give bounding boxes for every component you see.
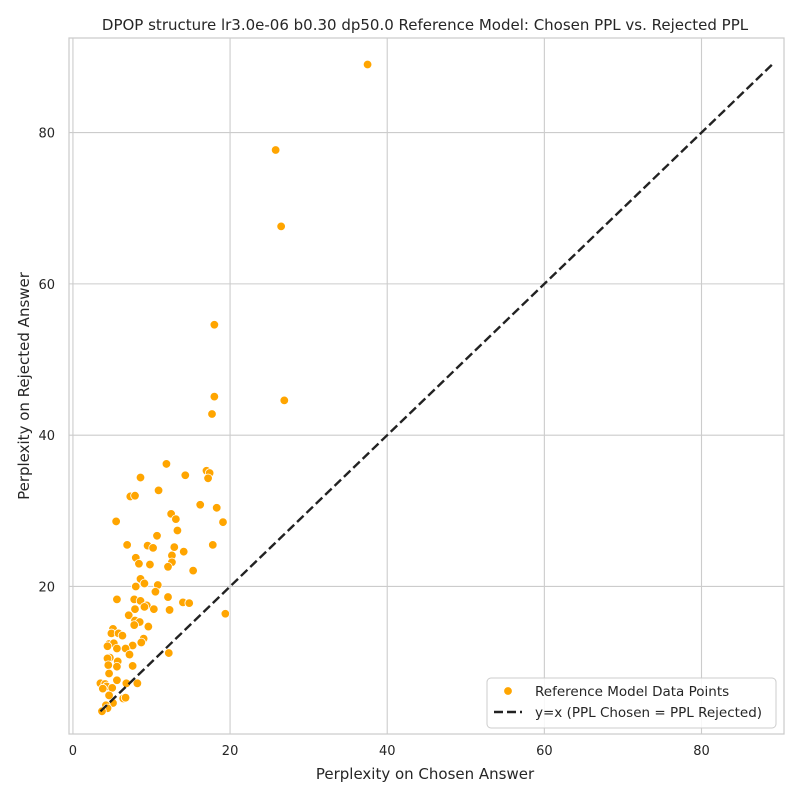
data-point bbox=[145, 559, 155, 570]
data-point bbox=[131, 581, 141, 592]
data-point bbox=[209, 320, 220, 330]
data-point bbox=[98, 683, 108, 694]
data-point bbox=[279, 395, 289, 406]
data-point bbox=[124, 649, 135, 660]
data-point bbox=[153, 485, 164, 496]
legend: Reference Model Data Points y=x (PPL Cho… bbox=[486, 677, 777, 729]
data-point bbox=[208, 540, 218, 550]
data-point bbox=[362, 59, 373, 70]
data-point bbox=[104, 668, 114, 679]
data-point bbox=[112, 675, 122, 685]
data-point bbox=[188, 565, 198, 576]
data-point bbox=[163, 592, 173, 602]
data-point bbox=[122, 540, 132, 550]
legend-label-data-points: Reference Model Data Points bbox=[535, 684, 729, 700]
data-point bbox=[130, 604, 140, 614]
data-point bbox=[171, 514, 181, 524]
data-point bbox=[112, 661, 122, 672]
data-point bbox=[149, 604, 159, 614]
legend-label-reference-line: y=x (PPL Chosen = PPL Rejected) bbox=[535, 705, 762, 721]
data-point bbox=[111, 516, 121, 527]
data-point bbox=[172, 525, 183, 536]
data-point bbox=[203, 473, 213, 483]
data-points bbox=[95, 59, 373, 717]
y-tick-label: 40 bbox=[38, 429, 55, 444]
data-point bbox=[163, 562, 173, 572]
data-point bbox=[164, 648, 174, 658]
x-tick-label: 40 bbox=[379, 744, 396, 759]
data-point bbox=[152, 531, 162, 541]
data-point bbox=[103, 660, 113, 670]
data-point bbox=[179, 546, 189, 557]
x-axis-label: Perplexity on Chosen Answer bbox=[316, 765, 535, 783]
legend-scatter-marker bbox=[503, 686, 513, 696]
data-point bbox=[207, 409, 217, 419]
y-tick-label: 60 bbox=[38, 278, 55, 293]
data-point bbox=[102, 641, 113, 651]
x-tick-label: 60 bbox=[536, 744, 553, 759]
data-point bbox=[112, 643, 122, 654]
data-point bbox=[212, 503, 222, 513]
y-axis-ticks: 20 40 60 80 bbox=[38, 127, 55, 596]
data-point bbox=[143, 621, 154, 632]
data-point bbox=[220, 609, 231, 619]
plot-frame bbox=[68, 37, 785, 735]
y-tick-label: 20 bbox=[38, 580, 55, 595]
x-tick-label: 20 bbox=[222, 744, 239, 759]
data-point bbox=[136, 637, 146, 648]
y-tick-label: 80 bbox=[38, 127, 55, 142]
data-point bbox=[195, 500, 205, 510]
data-point bbox=[104, 690, 114, 701]
x-tick-label: 0 bbox=[69, 744, 77, 759]
data-point bbox=[132, 678, 143, 689]
data-point bbox=[276, 221, 286, 232]
chart-title: DPOP structure lr3.0e-06 b0.30 dp50.0 Re… bbox=[102, 16, 749, 34]
data-point bbox=[127, 661, 138, 671]
data-point bbox=[120, 692, 131, 703]
data-point bbox=[270, 145, 281, 155]
data-point bbox=[139, 578, 150, 589]
data-point bbox=[218, 517, 228, 527]
y-axis-label: Perplexity on Rejected Answer bbox=[15, 271, 33, 500]
data-point bbox=[124, 610, 134, 620]
data-point bbox=[161, 459, 172, 469]
x-axis-ticks: 0 20 40 60 80 bbox=[69, 744, 710, 759]
data-point bbox=[169, 542, 179, 552]
data-point bbox=[134, 559, 144, 569]
data-point bbox=[150, 587, 161, 597]
data-point bbox=[139, 602, 150, 612]
data-point bbox=[129, 620, 139, 630]
data-point bbox=[164, 605, 175, 615]
x-tick-label: 80 bbox=[693, 744, 710, 759]
data-point bbox=[117, 630, 128, 641]
data-point bbox=[112, 594, 122, 605]
data-point bbox=[184, 598, 194, 608]
grid-lines bbox=[69, 38, 784, 734]
data-point bbox=[135, 472, 146, 483]
data-point bbox=[180, 470, 190, 480]
data-point bbox=[209, 391, 220, 402]
legend-box bbox=[486, 677, 777, 729]
data-point bbox=[148, 543, 158, 553]
data-point bbox=[130, 490, 140, 501]
